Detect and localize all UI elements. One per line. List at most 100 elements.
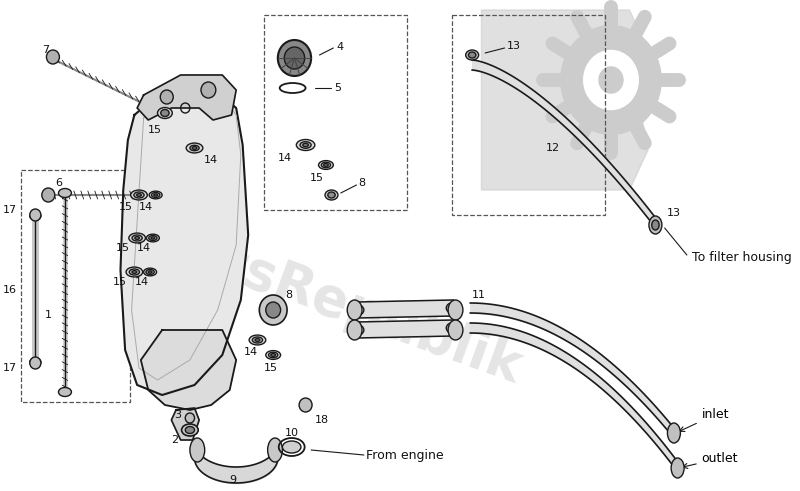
Text: 18: 18 [315,415,329,425]
Ellipse shape [649,216,662,234]
Polygon shape [141,330,236,410]
Polygon shape [356,320,454,338]
Text: 12: 12 [546,143,560,153]
Ellipse shape [652,220,659,230]
Text: 14: 14 [139,202,153,212]
Bar [264,15,407,210]
Circle shape [598,66,624,94]
Ellipse shape [324,164,328,166]
Ellipse shape [146,270,154,274]
Ellipse shape [186,427,194,434]
Ellipse shape [466,50,478,60]
Circle shape [560,25,662,135]
Text: 8: 8 [358,178,366,188]
Text: 15: 15 [148,125,162,135]
Ellipse shape [296,139,315,151]
Text: 4: 4 [336,42,343,52]
Ellipse shape [469,52,476,58]
Ellipse shape [58,387,71,397]
Ellipse shape [349,304,364,316]
Text: 3: 3 [174,410,181,420]
Ellipse shape [151,237,154,239]
Ellipse shape [134,192,144,198]
Text: 17: 17 [2,363,17,373]
Ellipse shape [255,339,260,341]
Ellipse shape [130,269,139,275]
Text: 5: 5 [334,83,342,93]
Ellipse shape [448,300,463,320]
Ellipse shape [161,109,169,116]
Circle shape [30,357,41,369]
Circle shape [201,82,216,98]
Text: 6: 6 [56,178,62,188]
Ellipse shape [325,190,338,200]
Text: 1: 1 [45,310,51,320]
Ellipse shape [137,193,142,196]
Ellipse shape [146,234,159,242]
Text: From engine: From engine [366,448,443,462]
Circle shape [160,90,174,104]
Text: 11: 11 [472,290,486,300]
Text: 13: 13 [666,208,681,218]
Ellipse shape [132,235,142,241]
Circle shape [284,47,305,69]
Ellipse shape [149,236,157,241]
Ellipse shape [322,162,330,168]
Ellipse shape [448,320,463,340]
Ellipse shape [58,189,71,197]
Circle shape [46,50,59,64]
Circle shape [30,209,41,221]
Text: 8: 8 [286,290,292,300]
Text: 14: 14 [134,277,149,287]
Bar [21,170,130,402]
Ellipse shape [252,337,262,343]
Ellipse shape [349,325,364,336]
Circle shape [42,188,54,202]
Text: 16: 16 [3,285,17,295]
Polygon shape [121,88,248,395]
Text: 13: 13 [506,41,521,51]
Text: 17: 17 [2,205,17,215]
Text: 15: 15 [264,363,278,373]
Text: outlet: outlet [682,452,738,468]
Text: 15: 15 [118,202,133,212]
Ellipse shape [126,267,142,277]
Circle shape [299,398,312,412]
Circle shape [186,413,194,423]
Ellipse shape [30,358,41,366]
Polygon shape [171,408,199,440]
Polygon shape [356,300,454,318]
Polygon shape [482,10,648,190]
Ellipse shape [148,271,152,273]
Ellipse shape [303,143,308,147]
Circle shape [278,40,311,76]
Text: 9: 9 [230,475,237,485]
Ellipse shape [269,352,278,358]
Ellipse shape [446,323,461,333]
Text: 7: 7 [42,45,49,55]
Ellipse shape [300,142,311,148]
Ellipse shape [130,190,147,200]
Text: 14: 14 [243,347,258,357]
Ellipse shape [190,438,205,462]
Text: 2: 2 [171,435,178,445]
Ellipse shape [347,300,362,320]
Ellipse shape [190,145,199,151]
Ellipse shape [266,351,281,359]
Text: 14: 14 [204,155,218,165]
Ellipse shape [186,143,203,153]
Text: 14: 14 [137,243,151,253]
Text: inlet: inlet [679,408,729,432]
Text: 15: 15 [116,243,130,253]
Ellipse shape [144,268,157,276]
Circle shape [259,295,287,325]
Ellipse shape [135,237,139,240]
Ellipse shape [667,423,680,443]
Circle shape [266,302,281,318]
Ellipse shape [268,438,282,462]
Ellipse shape [192,147,197,149]
Ellipse shape [282,441,301,453]
Ellipse shape [318,161,334,169]
Circle shape [583,50,639,110]
Bar [452,15,605,215]
